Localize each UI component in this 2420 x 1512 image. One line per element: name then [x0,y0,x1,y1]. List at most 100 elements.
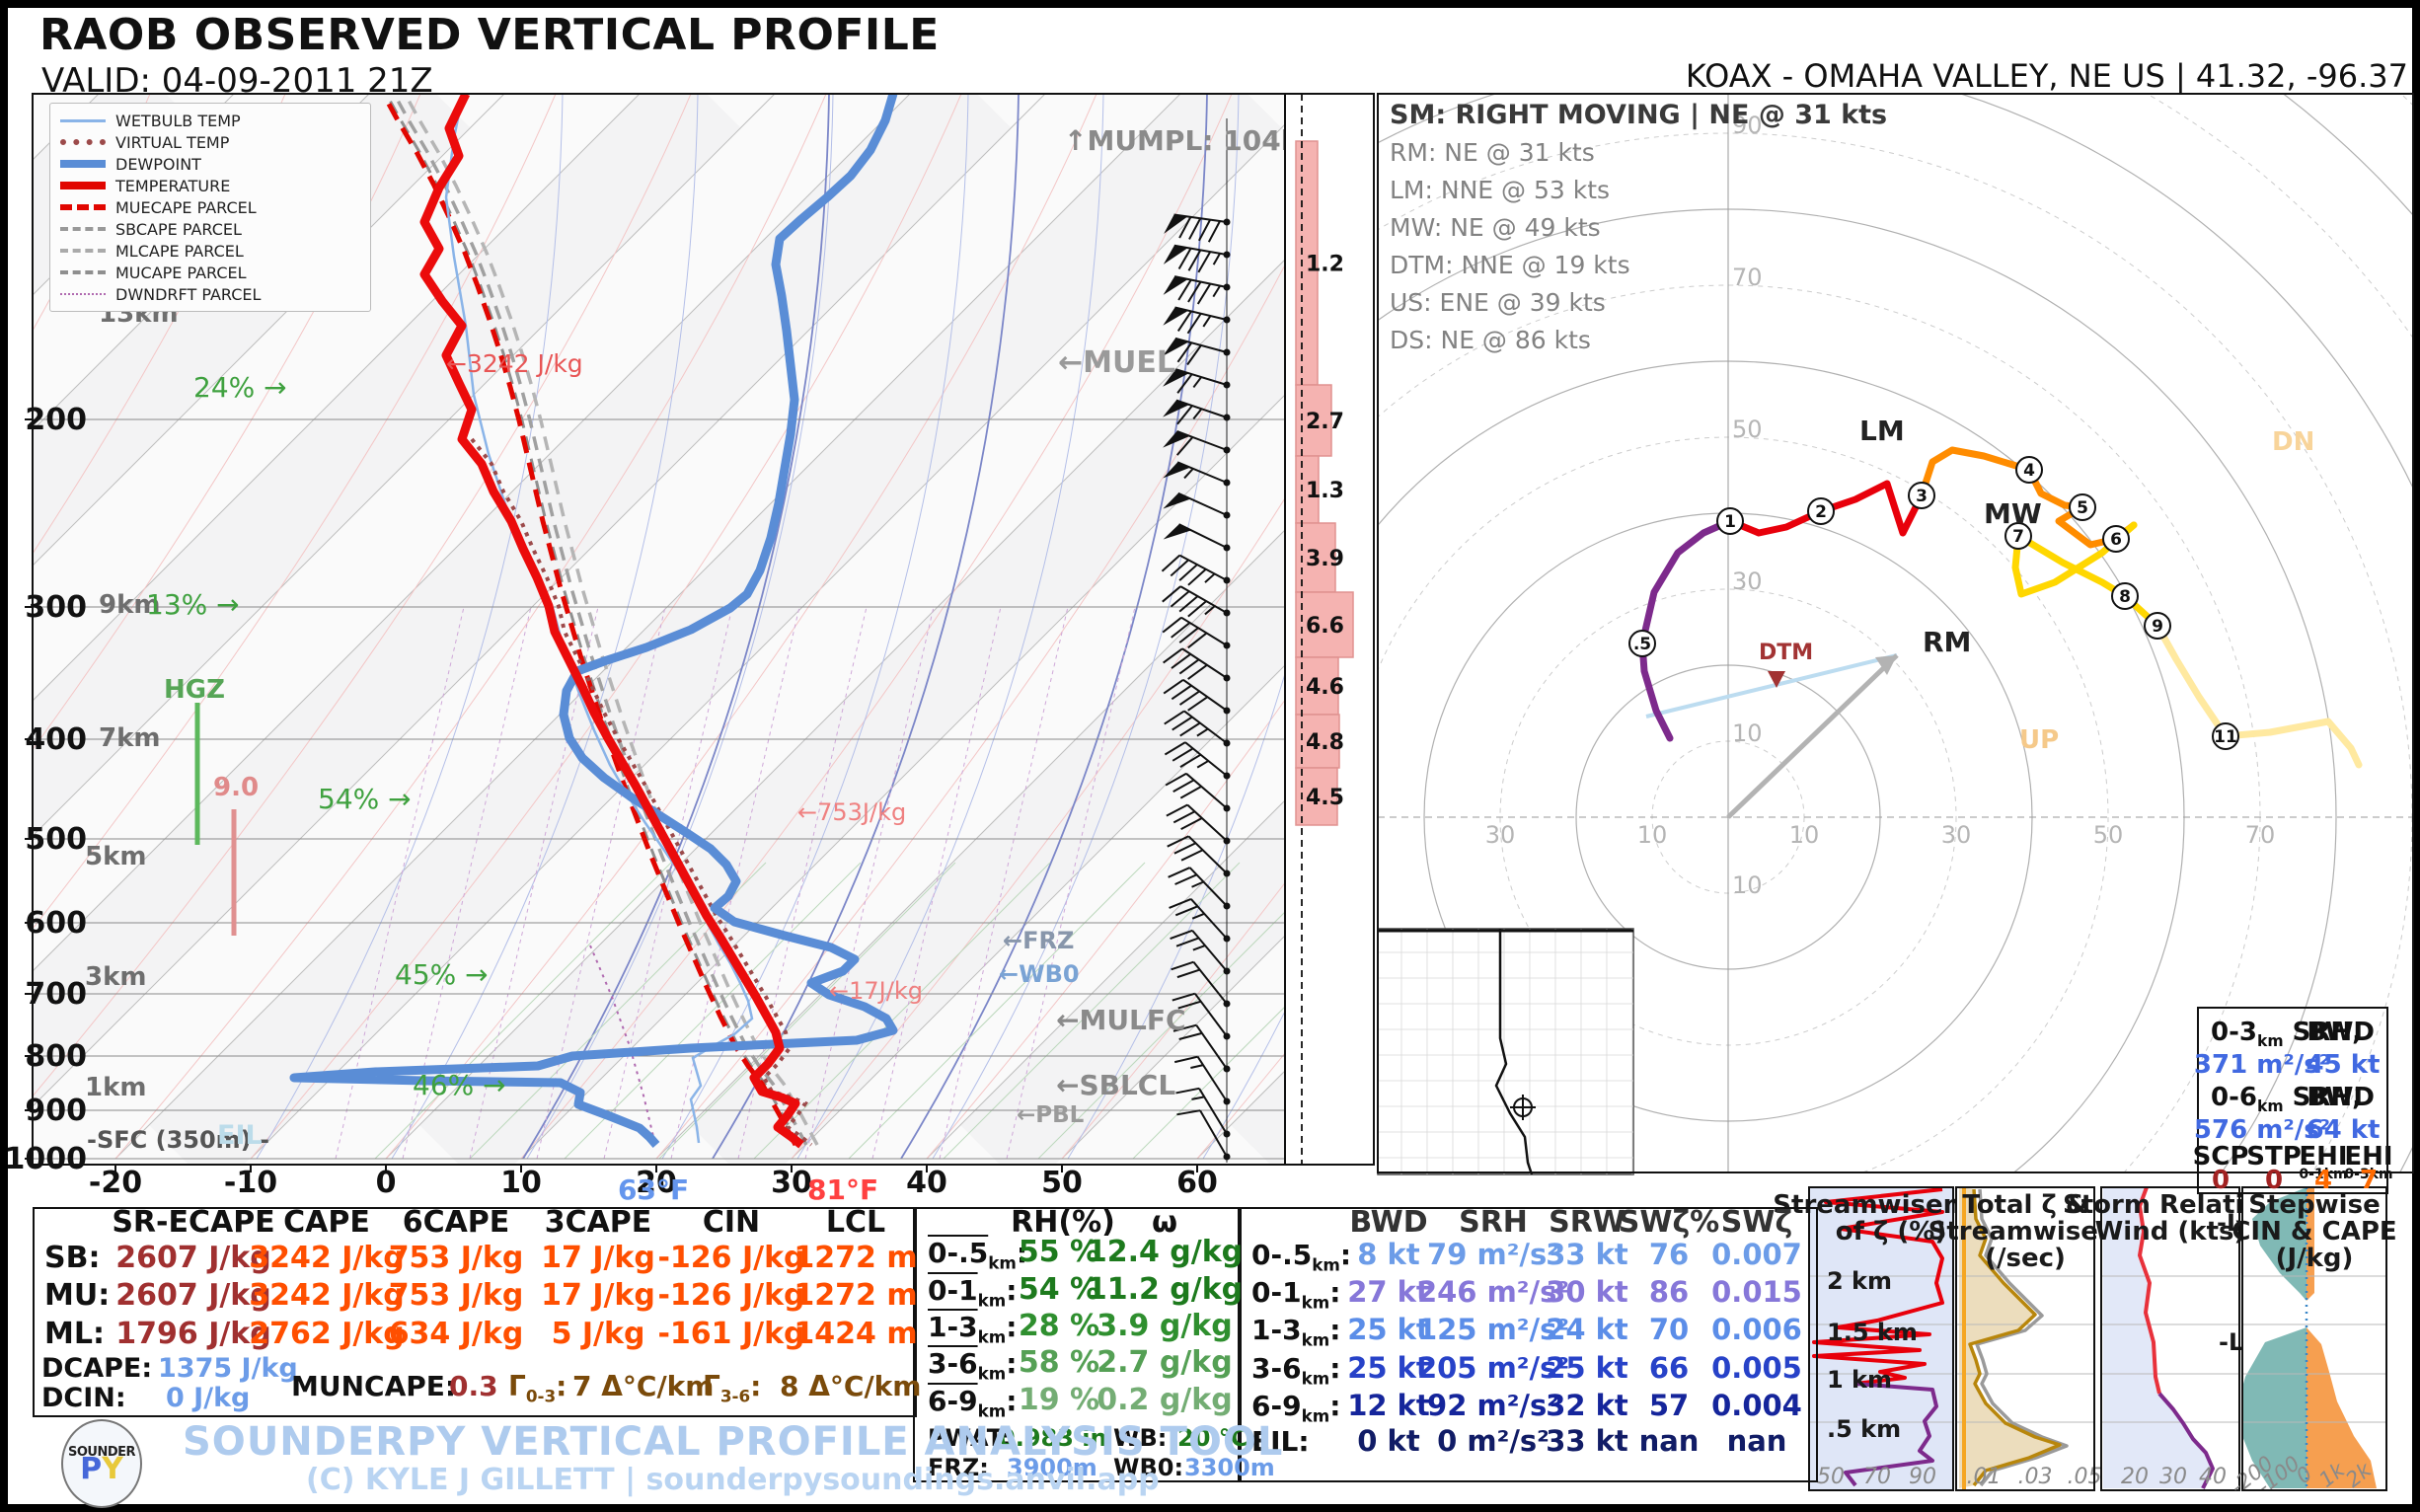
barb-half [1196,760,1209,769]
footer-credit: (C) KYLE J GILLETT | sounderpysoundings.… [306,1463,1160,1497]
storm-motion-title: SM: RIGHT MOVING | NE @ 31 kts [1390,100,1888,130]
hodo-height-marker-label: 1 [1724,512,1736,532]
skewt-legend: WETBULB TEMP VIRTUAL TEMP DEWPOINT TEMPERAT… [49,103,371,312]
cape-area [2307,1327,2377,1488]
logo-text-py: PY [80,1452,123,1486]
wind-barb [1163,337,1231,366]
barb-full [1171,622,1191,639]
kinematics-header: BWD [1349,1205,1428,1241]
hodograph-trace-segment [2154,622,2363,769]
barb-full [1175,436,1194,456]
moisture-table-box [913,1207,1242,1482]
kinematics-value: 33 kt [1546,1424,1628,1459]
wb-label: WB: [1113,1423,1168,1452]
wind-barb [1166,803,1231,845]
panel-border [1955,1186,2095,1491]
storm-motion-item: US: ENE @ 39 kts [1390,288,1606,317]
moisture-row-label: 3-6km: [928,1346,1018,1384]
barb-staff [1173,244,1228,256]
kinematics-value: 246 m²/s² [1416,1275,1570,1310]
omega-bar-label: 4.8 [1306,730,1344,755]
skewt-annotation: EIL [217,1120,263,1151]
muncape-value: 0.3 [449,1369,498,1402]
hodo-ring-label: 10 [1732,871,1763,899]
dry-adiabat-line [655,264,1285,1160]
kinematics-value: 125 m²/s² [1416,1313,1570,1347]
moisture-rh-value: 54 % [1018,1272,1100,1308]
moisture-omega-value: 0.2 g/kg [1097,1383,1233,1418]
thermo-value: -126 J/kg [657,1241,805,1276]
barb-half [1192,408,1203,420]
wind-barb [1163,399,1231,425]
thermo-value: 753 J/kg [388,1241,524,1276]
hodo-ring-label: 50 [1732,416,1763,443]
dcape-label: DCAPE: [41,1352,153,1384]
barb-full [1162,585,1181,603]
pressure-tick-label: 600 [25,906,87,941]
panel-title: (J/kg) [2276,1244,2354,1273]
barb-full [1175,1087,1200,1095]
barb-half [1212,253,1221,265]
barb-full [1180,849,1204,862]
panel-curve [1844,1382,1938,1487]
moist-adiabat-bold-line [712,94,1020,1160]
kinematics-value: 25 kt [1347,1313,1430,1347]
thermo-value: 634 J/kg [388,1317,524,1352]
hodo-height-marker [1716,507,1744,535]
barb-pennant [1163,430,1190,448]
skewt-annotation: ←MUEL [1058,345,1175,380]
barb-full [1172,1023,1197,1032]
thermo-row-label: SB: [44,1241,101,1276]
wb0-value: 3300m [1184,1453,1275,1481]
hodo-ring-label: 90 [1732,112,1763,139]
kinematics-value: 33 kt [1546,1238,1628,1272]
wind-barb [1163,244,1231,273]
theta-e-line [564,862,862,1160]
panel-title: Stepwise [2248,1190,2380,1220]
isotherm-line [1061,935,1285,1160]
moisture-row-label: 0-1km: [928,1273,1018,1311]
panel-curve [1968,1188,2062,1487]
kinematics-row-label: EIL: [1251,1424,1310,1458]
panel-plot-streamwiseness [1809,1187,1953,1490]
barb-half [1190,1064,1204,1069]
barb-pennant [1163,400,1190,417]
index-header-scp: SCP [2192,1142,2249,1172]
cin-area [2252,1187,2307,1301]
kinematics-value: 24 kt [1546,1313,1628,1347]
kinematics-value: 0.004 [1711,1389,1802,1423]
barb-full [1172,779,1195,793]
wind-barb [1173,1055,1231,1105]
barb-full [1164,741,1186,756]
moisture-header-omega: ω [1151,1205,1178,1241]
barb-full [1186,344,1202,366]
kinematics-header: SRW [1549,1205,1626,1241]
storm-motion-list: RM: NE @ 31 kts LM: NNE @ 53 kts MW: NE @ … [1390,134,1887,359]
barb-half [1183,468,1194,480]
isotherm-line [33,94,911,972]
pressure-tick-label: 500 [25,822,87,857]
rh-percent-label: 13% → [146,588,240,621]
hodo-height-marker [2144,612,2171,640]
temp-tick-label: 0 [376,1166,397,1200]
pwat-label: PWAT: [928,1423,1012,1452]
panel-curve [2138,1187,2161,1395]
wind-barb [1161,554,1231,586]
pressure-tick-label: 200 [25,403,87,437]
barb-full [1167,835,1189,848]
isotherm-line [926,799,1285,1160]
storm-motion-item: LM: NNE @ 53 kts [1390,176,1611,204]
legend-item-label: DWNDRFT PARCEL [115,284,262,304]
hodo-height-marker-label: 11 [2214,727,2237,747]
km-height-label: 9km [99,590,160,620]
barb-pennant [1163,338,1189,356]
panel-curve [1975,1188,2069,1487]
barb-full [1170,929,1193,941]
barb-full [1170,559,1189,577]
omega-bar [1295,591,1354,658]
barb-full [1178,216,1192,239]
theta-e-line [374,862,672,1160]
panel-border [1808,1186,1954,1491]
map-state-border [1494,929,1534,1175]
hodo-ring-label: 30 [1941,821,1972,849]
